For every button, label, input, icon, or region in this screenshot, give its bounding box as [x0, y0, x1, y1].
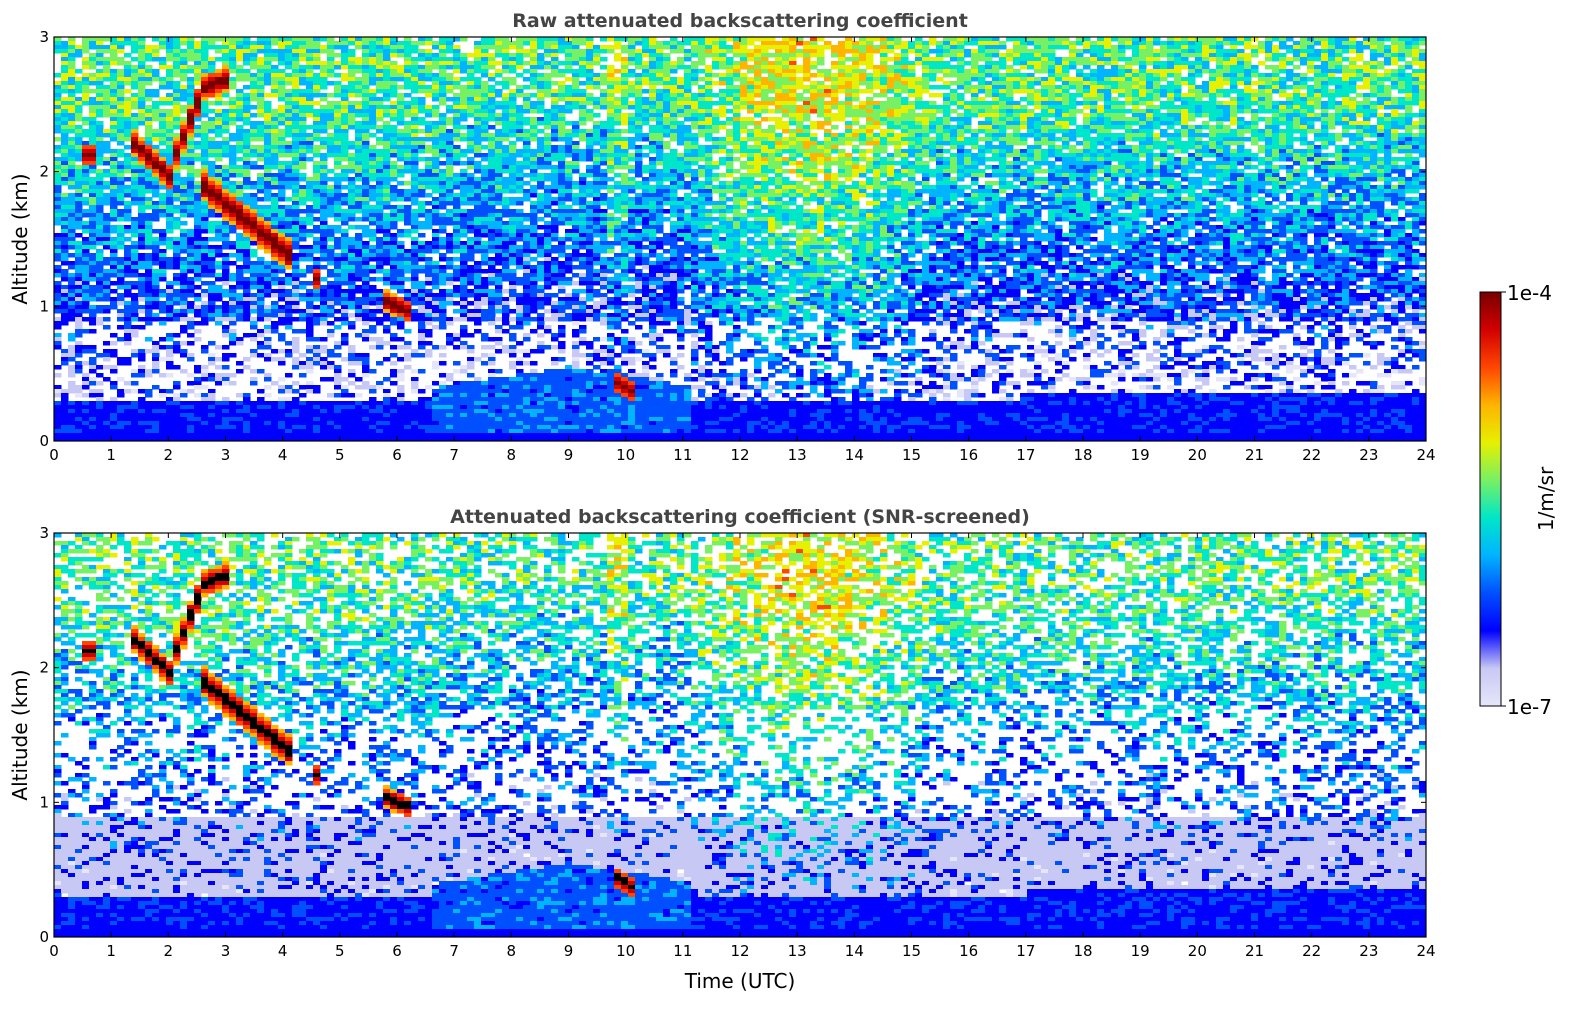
raw-backscatter-panel: Raw attenuated backscattering coefficien…: [8, 10, 1436, 464]
x-axis-ticks: 0 1 2 3 4 5 6 7 8 9 10 11 12 13 14 15 16 17 18 19 20 21 22 23 24: [49, 533, 1436, 960]
x-tick-label: 14: [845, 942, 864, 960]
y-axis-ticks: 0 1 2 3: [39, 524, 1426, 946]
x-tick-label: 8: [507, 942, 517, 960]
y-tick-label: 2: [39, 163, 49, 181]
colorbar-frame: [1479, 291, 1502, 707]
x-tick-label: 15: [902, 942, 921, 960]
colorbar-min-label: 1e-7: [1507, 695, 1552, 719]
colorbar-gradient: [1480, 292, 1501, 706]
x-tick-label: 5: [335, 446, 345, 464]
x-tick-label: 1: [106, 446, 116, 464]
heatmap-raster: [54, 533, 1426, 937]
x-tick-label: 17: [1016, 942, 1035, 960]
x-tick-label: 10: [616, 942, 635, 960]
x-tick-label: 16: [959, 942, 978, 960]
x-tick-label: 0: [49, 446, 59, 464]
x-tick-label: 20: [1188, 446, 1207, 464]
x-tick-label: 7: [449, 446, 459, 464]
x-tick-label: 4: [278, 446, 288, 464]
x-tick-label: 8: [507, 446, 517, 464]
x-tick-label: 0: [49, 942, 59, 960]
x-tick-label: 23: [1359, 942, 1378, 960]
x-tick-label: 13: [788, 942, 807, 960]
x-tick-label: 15: [902, 446, 921, 464]
x-tick-label: 1: [106, 942, 116, 960]
x-tick-label: 6: [392, 942, 402, 960]
x-tick-label: 17: [1016, 446, 1035, 464]
x-tick-label: 22: [1302, 446, 1321, 464]
x-tick-label: 16: [959, 446, 978, 464]
y-axis-label: Altitude (km): [8, 173, 32, 304]
x-tick-label: 11: [673, 942, 692, 960]
x-axis-label: Time (UTC): [684, 969, 796, 993]
x-tick-label: 18: [1073, 446, 1092, 464]
x-axis-ticks: 0 1 2 3 4 5 6 7 8 9 10 11 12 13 14 15 16 17 18 19 20 21 22 23 24: [49, 37, 1436, 464]
x-tick-label: 20: [1188, 942, 1207, 960]
y-tick-label: 1: [39, 793, 49, 811]
colorbar: 1e-4 1e-7 1/m/sr: [1479, 281, 1558, 719]
y-tick-label: 3: [39, 524, 49, 542]
x-tick-label: 3: [221, 942, 231, 960]
x-tick-label: 3: [221, 446, 231, 464]
x-tick-label: 12: [730, 942, 749, 960]
x-tick-label: 4: [278, 942, 288, 960]
heatmap-raster: [54, 37, 1426, 441]
y-axis-label: Altitude (km): [8, 669, 32, 800]
x-tick-label: 7: [449, 942, 459, 960]
x-tick-label: 14: [845, 446, 864, 464]
x-tick-label: 21: [1245, 446, 1264, 464]
y-tick-label: 1: [39, 297, 49, 315]
y-tick-label: 3: [39, 28, 49, 46]
x-tick-label: 23: [1359, 446, 1378, 464]
x-tick-label: 5: [335, 942, 345, 960]
x-tick-label: 24: [1416, 446, 1435, 464]
x-tick-label: 9: [564, 942, 574, 960]
x-tick-label: 11: [673, 446, 692, 464]
x-tick-label: 24: [1416, 942, 1435, 960]
colorbar-unit-label: 1/m/sr: [1534, 466, 1558, 531]
x-tick-label: 6: [392, 446, 402, 464]
y-axis-ticks: 0 1 2 3: [39, 28, 1426, 450]
panel-title: Raw attenuated backscattering coefficien…: [512, 10, 968, 32]
y-tick-label: 2: [39, 659, 49, 677]
x-tick-label: 2: [164, 446, 174, 464]
x-tick-label: 19: [1131, 446, 1150, 464]
x-tick-label: 12: [730, 446, 749, 464]
x-tick-label: 9: [564, 446, 574, 464]
x-tick-label: 2: [164, 942, 174, 960]
x-tick-label: 21: [1245, 942, 1264, 960]
snr-screened-panel: Attenuated backscattering coefficient (S…: [8, 506, 1436, 993]
x-tick-label: 10: [616, 446, 635, 464]
x-tick-label: 13: [788, 446, 807, 464]
y-tick-label: 0: [39, 432, 49, 450]
panel-title: Attenuated backscattering coefficient (S…: [450, 506, 1030, 528]
x-tick-label: 18: [1073, 942, 1092, 960]
y-tick-label: 0: [39, 928, 49, 946]
x-tick-label: 19: [1131, 942, 1150, 960]
colorbar-max-label: 1e-4: [1507, 281, 1552, 305]
x-tick-label: 22: [1302, 942, 1321, 960]
